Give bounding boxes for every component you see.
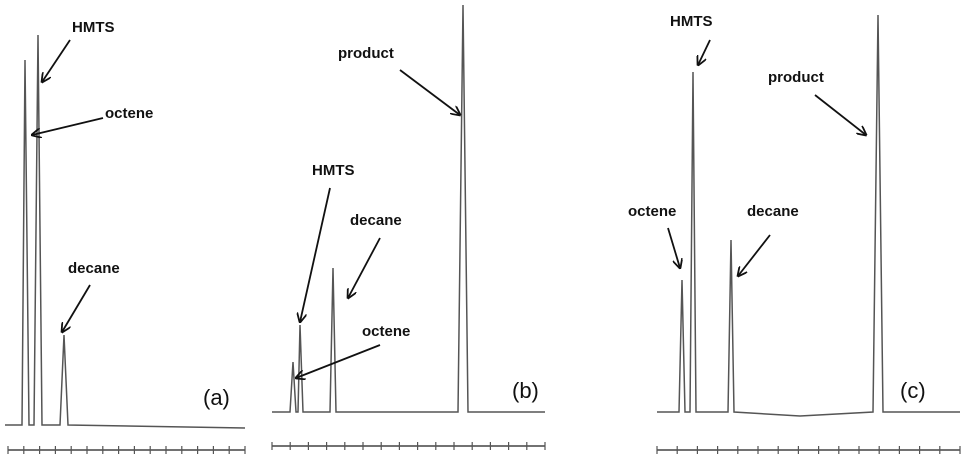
panel-c: HMTS product octene decane (c) <box>628 13 960 451</box>
arrow <box>348 237 381 298</box>
arrow <box>296 344 381 378</box>
annotation: HMTS <box>312 162 355 179</box>
panel-label: (b) <box>512 378 539 403</box>
axis-ticks <box>7 442 961 454</box>
panel-label: (a) <box>203 385 230 410</box>
arrow <box>42 39 71 82</box>
annotation: product <box>338 45 394 62</box>
arrow <box>698 39 711 65</box>
arrow <box>667 227 680 268</box>
baseline <box>5 34 246 429</box>
annotation: octene <box>362 323 410 340</box>
arrow <box>62 284 91 332</box>
arrow <box>399 69 460 115</box>
panel-b: product HMTS decane octene (b) <box>272 4 545 447</box>
arrow <box>814 94 866 135</box>
baseline <box>657 14 960 417</box>
arrow <box>300 187 331 322</box>
annotation: octene <box>628 203 676 220</box>
arrow <box>32 117 104 135</box>
annotation: product <box>768 69 824 86</box>
annotation: decane <box>747 203 799 220</box>
annotation: HMTS <box>670 13 713 30</box>
panel-a: HMTS octene decane (a) <box>5 19 246 451</box>
annotation: decane <box>350 212 402 229</box>
panel-label: (c) <box>900 378 926 403</box>
annotation: octene <box>105 105 153 122</box>
annotation: HMTS <box>72 19 115 36</box>
arrow <box>738 234 771 276</box>
annotation: decane <box>68 260 120 277</box>
baseline <box>272 4 545 413</box>
